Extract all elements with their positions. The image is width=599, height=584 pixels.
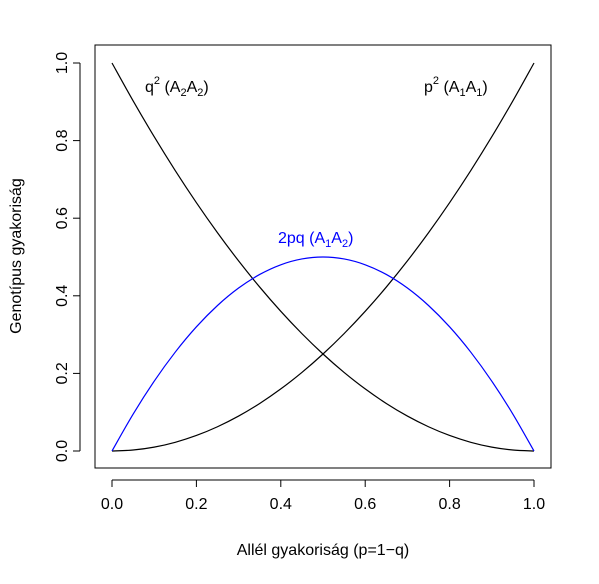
x-tick-label: 0.0: [101, 496, 123, 513]
x-tick-label: 0.8: [438, 496, 460, 513]
y-tick-label: 0.8: [54, 129, 71, 151]
y-tick-label: 1.0: [54, 52, 71, 74]
y-axis-label: Genotípus gyakoriság: [8, 178, 25, 334]
series-layer: [111, 62, 535, 452]
x-tick-label: 1.0: [523, 496, 545, 513]
plot-frame: [94, 44, 552, 469]
annotation-p2: p2 (A1A1): [424, 75, 488, 99]
y-tick-label: 0.2: [54, 362, 71, 384]
x-tick-label: 0.4: [270, 496, 292, 513]
x-tick-label: 0.6: [354, 496, 376, 513]
x-tick-label: 0.2: [185, 496, 207, 513]
x-axis: 0.0 0.2 0.4 0.6 0.8 1.0: [101, 479, 545, 513]
y-tick-label: 0.0: [54, 440, 71, 462]
x-axis-label: Allél gyakoriság (p=1−q): [237, 542, 410, 559]
annotation-q2: q2 (A2A2): [145, 75, 209, 99]
y-axis: 0.0 0.2 0.4 0.6 0.8 1.0: [54, 52, 81, 462]
y-tick-label: 0.4: [54, 285, 71, 307]
y-tick-label: 0.6: [54, 207, 71, 229]
series-p2-line: [111, 62, 535, 452]
annotation-2pq: 2pq (A1A2): [278, 230, 353, 250]
series-2pq-line: [111, 256, 535, 452]
